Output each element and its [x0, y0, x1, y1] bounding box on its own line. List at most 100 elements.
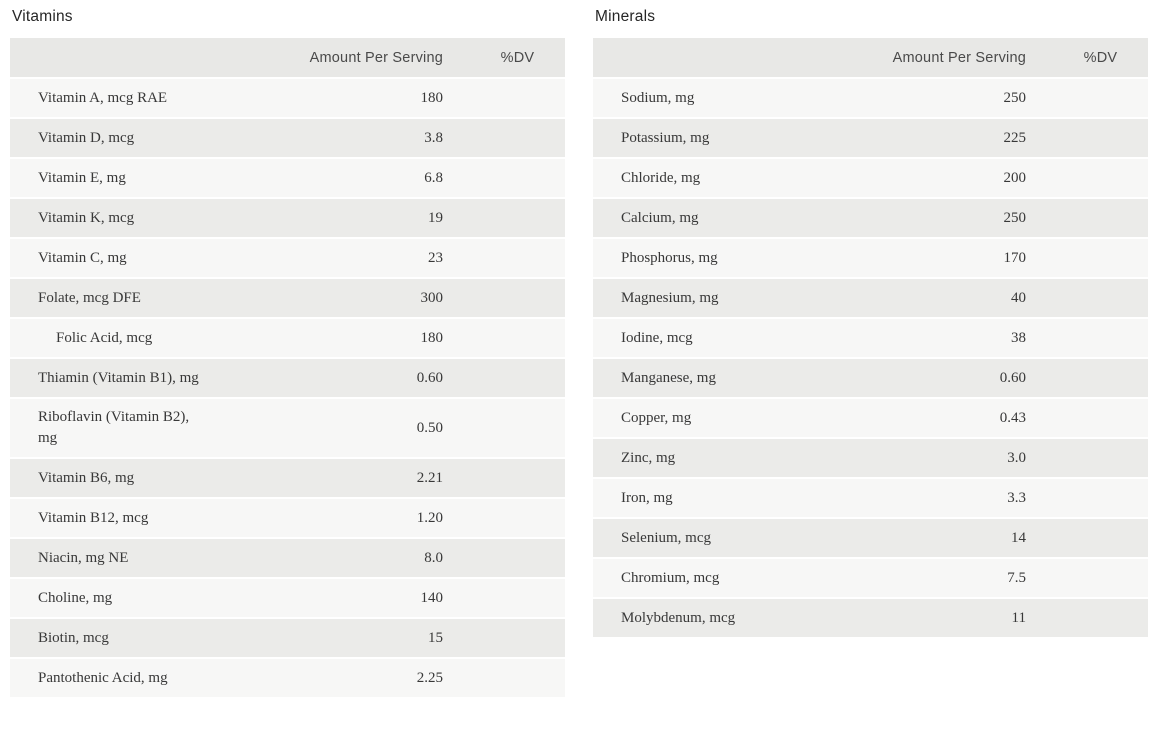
dv-value	[1053, 118, 1148, 159]
table-row: Vitamin B12, mcg 1.20	[10, 498, 565, 539]
amount-per-serving-value: 200	[793, 158, 1053, 199]
dv-value	[1053, 518, 1148, 559]
minerals-header-row: Amount Per Serving %DV	[593, 38, 1148, 79]
amount-per-serving-value: 11	[793, 598, 1053, 639]
dv-value	[470, 578, 565, 619]
table-row: Sodium, mg 250	[593, 78, 1148, 119]
amount-per-serving-value: 170	[793, 238, 1053, 279]
amount-per-serving-value: 140	[210, 578, 470, 619]
vitamins-section-title: Vitamins	[12, 8, 73, 25]
dv-value	[1053, 358, 1148, 399]
dv-value	[1053, 398, 1148, 439]
vitamins-header-dv: %DV	[470, 38, 565, 79]
table-row: Copper, mg 0.43	[593, 398, 1148, 439]
table-row: Phosphorus, mg 170	[593, 238, 1148, 279]
table-row: Vitamin B6, mg 2.21	[10, 458, 565, 499]
nutrient-label: Iron, mg	[593, 478, 793, 519]
table-row: Potassium, mg 225	[593, 118, 1148, 159]
amount-per-serving-value: 250	[793, 198, 1053, 239]
nutrient-label: Magnesium, mg	[593, 278, 793, 319]
nutrient-label: Molybdenum, mcg	[593, 598, 793, 639]
dv-value	[1053, 438, 1148, 479]
dv-value	[470, 458, 565, 499]
nutrient-label: Thiamin (Vitamin B1), mg	[10, 358, 210, 399]
dv-value	[470, 318, 565, 359]
dv-value	[470, 498, 565, 539]
nutrient-label: Biotin, mcg	[10, 618, 210, 659]
nutrient-label: Folic Acid, mcg	[10, 318, 210, 359]
nutrient-label: Vitamin K, mcg	[10, 198, 210, 239]
vitamins-header-blank	[10, 38, 210, 79]
dv-value	[470, 78, 565, 119]
dv-value	[470, 398, 565, 459]
nutrient-label: Vitamin C, mg	[10, 238, 210, 279]
table-row: Vitamin D, mcg 3.8	[10, 118, 565, 159]
table-row: Molybdenum, mcg 11	[593, 598, 1148, 639]
table-row: Vitamin A, mcg RAE 180	[10, 78, 565, 119]
nutrient-label: Chromium, mcg	[593, 558, 793, 599]
dv-value	[470, 278, 565, 319]
dv-value	[1053, 198, 1148, 239]
nutrient-label: Niacin, mg NE	[10, 538, 210, 579]
vitamins-table-body: Vitamin A, mcg RAE 180 Vitamin D, mcg 3.8 Vi…	[10, 78, 565, 699]
amount-per-serving-value: 15	[210, 618, 470, 659]
dv-value	[470, 158, 565, 199]
table-row: Manganese, mg 0.60	[593, 358, 1148, 399]
table-row: Niacin, mg NE 8.0	[10, 538, 565, 579]
dv-value	[1053, 78, 1148, 119]
table-row: Folic Acid, mcg 180	[10, 318, 565, 359]
table-row: Chromium, mcg 7.5	[593, 558, 1148, 599]
minerals-header-dv: %DV	[1053, 38, 1148, 79]
minerals-table-body: Sodium, mg 250 Potassium, mg 225 Chloride, m…	[593, 78, 1148, 639]
dv-value	[470, 358, 565, 399]
nutrient-label: Selenium, mcg	[593, 518, 793, 559]
amount-per-serving-value: 38	[793, 318, 1053, 359]
amount-per-serving-value: 225	[793, 118, 1053, 159]
dv-value	[1053, 558, 1148, 599]
nutrient-label: Copper, mg	[593, 398, 793, 439]
amount-per-serving-value: 0.60	[793, 358, 1053, 399]
amount-per-serving-value: 40	[793, 278, 1053, 319]
table-row: Magnesium, mg 40	[593, 278, 1148, 319]
amount-per-serving-value: 180	[210, 318, 470, 359]
dv-value	[1053, 478, 1148, 519]
table-row: Biotin, mcg 15	[10, 618, 565, 659]
vitamins-table: Amount Per Serving %DV Vitamin A, mcg RA…	[10, 38, 565, 699]
amount-per-serving-value: 3.8	[210, 118, 470, 159]
minerals-section-title: Minerals	[595, 8, 656, 25]
minerals-section: Minerals Amount Per Serving %DV Sodium, …	[593, 8, 1148, 699]
table-row: Vitamin C, mg 23	[10, 238, 565, 279]
nutrient-label: Choline, mg	[10, 578, 210, 619]
amount-per-serving-value: 7.5	[793, 558, 1053, 599]
minerals-table: Amount Per Serving %DV Sodium, mg 250 Pota…	[593, 38, 1148, 639]
nutrient-label: Vitamin D, mcg	[10, 118, 210, 159]
amount-per-serving-value: 8.0	[210, 538, 470, 579]
nutrient-label: Sodium, mg	[593, 78, 793, 119]
amount-per-serving-value: 2.21	[210, 458, 470, 499]
dv-value	[470, 538, 565, 579]
nutrient-label: Vitamin B6, mg	[10, 458, 210, 499]
table-row: Thiamin (Vitamin B1), mg 0.60	[10, 358, 565, 399]
dv-value	[470, 618, 565, 659]
dv-value	[1053, 598, 1148, 639]
amount-per-serving-value: 14	[793, 518, 1053, 559]
dv-value	[1053, 238, 1148, 279]
nutrient-label: Vitamin E, mg	[10, 158, 210, 199]
table-row: Folate, mcg DFE 300	[10, 278, 565, 319]
table-row: Iodine, mcg 38	[593, 318, 1148, 359]
table-row: Selenium, mcg 14	[593, 518, 1148, 559]
amount-per-serving-value: 300	[210, 278, 470, 319]
amount-per-serving-value: 2.25	[210, 658, 470, 699]
nutrient-label: Phosphorus, mg	[593, 238, 793, 279]
table-row: Vitamin E, mg 6.8	[10, 158, 565, 199]
amount-per-serving-value: 250	[793, 78, 1053, 119]
vitamins-header-amount-per-serving: Amount Per Serving	[210, 38, 470, 79]
nutrient-label: Manganese, mg	[593, 358, 793, 399]
dv-value	[470, 198, 565, 239]
nutrient-label: Calcium, mg	[593, 198, 793, 239]
amount-per-serving-value: 23	[210, 238, 470, 279]
nutrient-label: Chloride, mg	[593, 158, 793, 199]
amount-per-serving-value: 3.0	[793, 438, 1053, 479]
nutrient-label: Vitamin B12, mcg	[10, 498, 210, 539]
amount-per-serving-value: 0.43	[793, 398, 1053, 439]
